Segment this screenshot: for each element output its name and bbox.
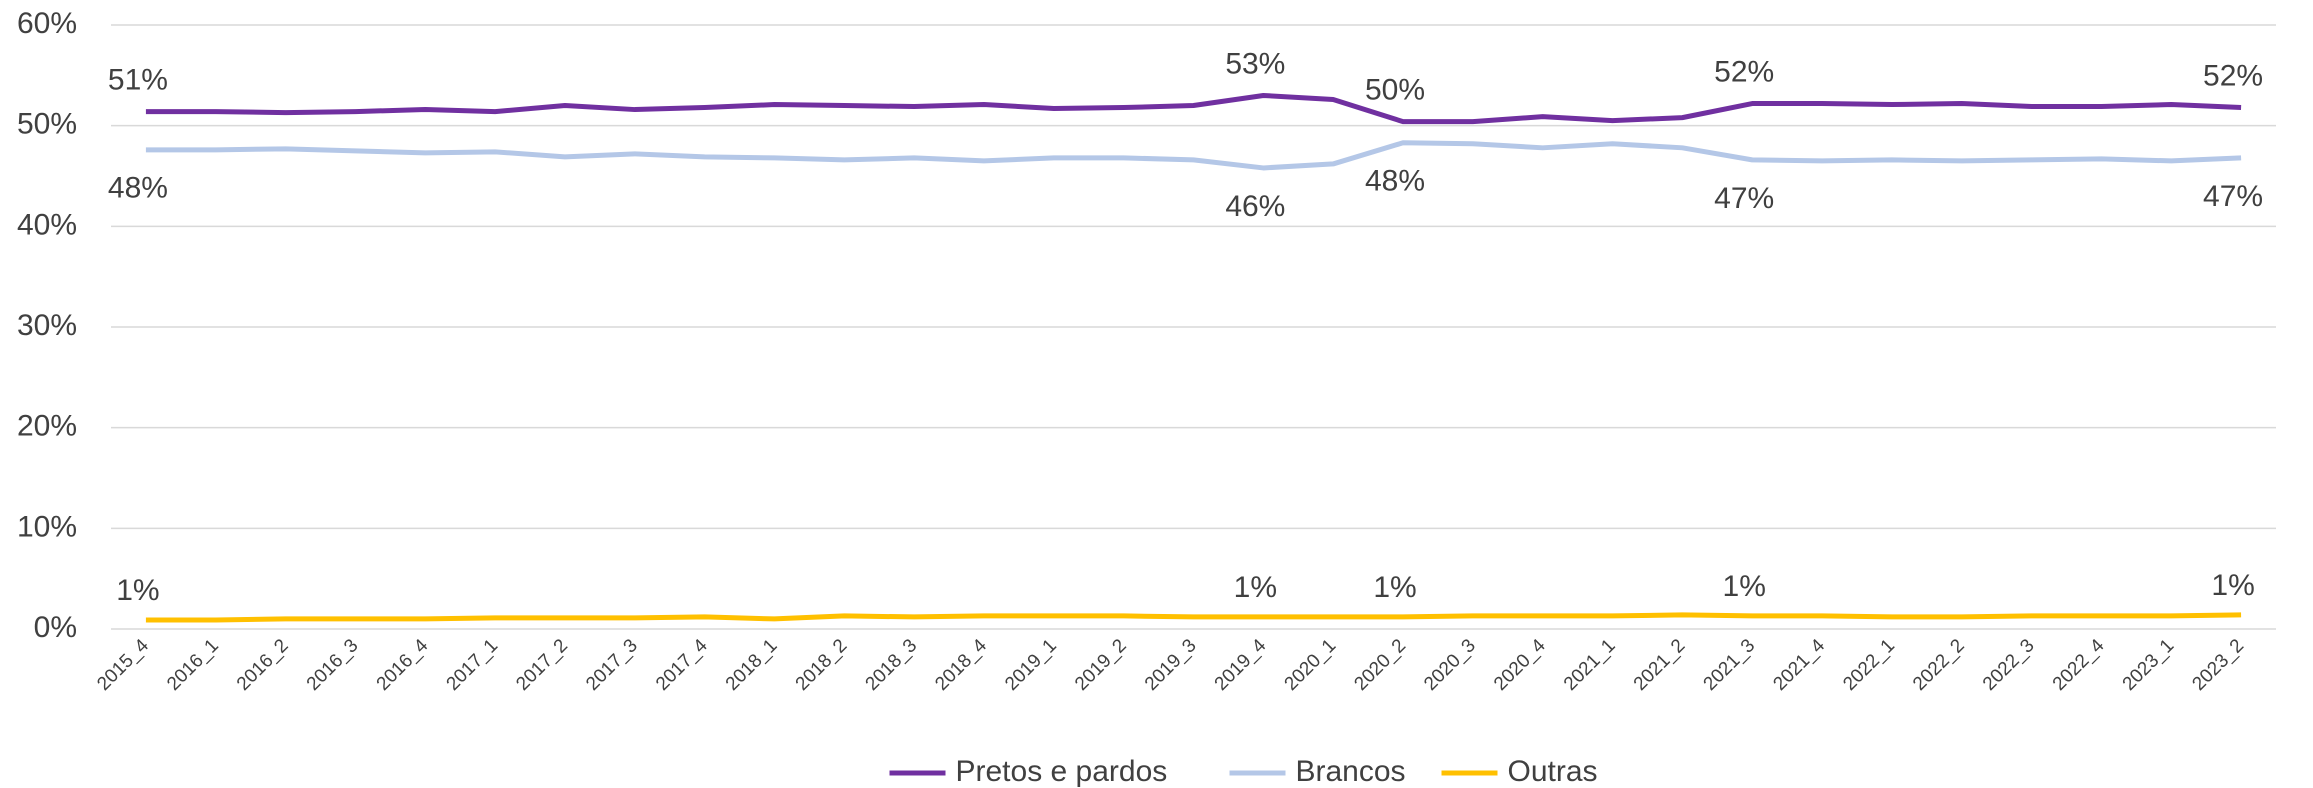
x-tick-label: 2019_4 — [1211, 635, 1271, 695]
data-label: 52% — [1714, 55, 1774, 88]
x-tick-label: 2021_4 — [1769, 635, 1829, 695]
data-label: 52% — [2203, 59, 2263, 92]
y-tick-label: 20% — [17, 410, 77, 443]
y-tick-label: 60% — [17, 7, 77, 40]
x-tick-label: 2018_3 — [862, 635, 922, 695]
legend-label: Brancos — [1296, 755, 1406, 788]
x-tick-label: 2015_4 — [93, 635, 153, 695]
x-tick-label: 2016_3 — [303, 635, 363, 695]
data-label: 53% — [1225, 47, 1285, 80]
x-tick-label: 2023_1 — [2119, 635, 2179, 695]
x-tick-label: 2018_2 — [792, 635, 852, 695]
legend-label: Outras — [1508, 755, 1598, 788]
x-tick-label: 2021_1 — [1560, 635, 1620, 695]
x-tick-label: 2020_3 — [1420, 635, 1480, 695]
legend-label: Pretos e pardos — [956, 755, 1168, 788]
series-line — [145, 92, 2242, 125]
data-label: 1% — [2211, 569, 2254, 602]
y-tick-label: 10% — [17, 510, 77, 543]
data-label: 50% — [1365, 74, 1425, 107]
x-tick-label: 2018_4 — [931, 635, 991, 695]
x-tick-label: 2021_2 — [1630, 635, 1690, 695]
x-tick-label: 2019_1 — [1001, 635, 1061, 695]
x-tick-label: 2022_4 — [2049, 635, 2109, 695]
x-tick-label: 2017_1 — [443, 635, 503, 695]
x-tick-label: 2018_1 — [722, 635, 782, 695]
series-line — [145, 612, 2242, 623]
data-label: 1% — [1373, 571, 1416, 604]
data-label: 1% — [116, 574, 159, 607]
x-tick-label: 2019_2 — [1071, 635, 1131, 695]
y-tick-label: 40% — [17, 208, 77, 241]
data-label: 47% — [2203, 180, 2263, 213]
x-tick-label: 2020_1 — [1281, 635, 1341, 695]
series-line — [145, 140, 2242, 171]
x-tick-label: 2022_1 — [1839, 635, 1899, 695]
x-tick-label: 2020_4 — [1490, 635, 1550, 695]
x-tick-label: 2019_3 — [1141, 635, 1201, 695]
data-label: 48% — [108, 172, 168, 205]
data-label: 46% — [1225, 190, 1285, 223]
y-tick-label: 0% — [34, 611, 77, 644]
data-label: 48% — [1365, 165, 1425, 198]
y-tick-label: 50% — [17, 108, 77, 141]
x-tick-label: 2016_2 — [233, 635, 293, 695]
x-tick-label: 2022_3 — [1979, 635, 2039, 695]
y-tick-label: 30% — [17, 309, 77, 342]
x-tick-label: 2017_2 — [512, 635, 572, 695]
data-label: 1% — [1723, 570, 1766, 603]
x-tick-label: 2017_4 — [652, 635, 712, 695]
x-tick-label: 2022_2 — [1909, 635, 1969, 695]
x-tick-label: 2021_3 — [1700, 635, 1760, 695]
data-label: 1% — [1234, 571, 1277, 604]
x-tick-label: 2016_4 — [373, 635, 433, 695]
x-tick-label: 2020_2 — [1350, 635, 1410, 695]
x-tick-label: 2016_1 — [163, 635, 223, 695]
data-label: 51% — [108, 63, 168, 96]
data-label: 47% — [1714, 182, 1774, 215]
x-tick-label: 2017_3 — [582, 635, 642, 695]
x-tick-label: 2023_2 — [2188, 635, 2248, 695]
